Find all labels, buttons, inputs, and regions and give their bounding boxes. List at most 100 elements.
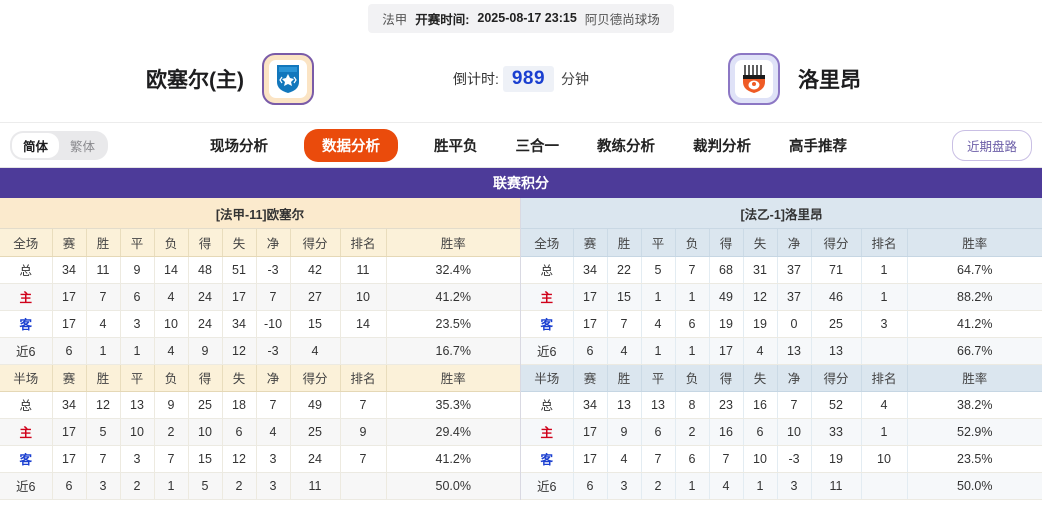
- table-row: 主 17 7 6 4 24 17 7 27 10 41.2%: [0, 283, 520, 311]
- table-cell: 1: [641, 283, 676, 311]
- tab-data-analysis[interactable]: 数据分析: [304, 128, 399, 162]
- row-label: 主: [0, 418, 53, 446]
- table-cell: 7: [256, 391, 291, 419]
- table-cell: -3: [256, 256, 291, 284]
- column-header: 平: [641, 229, 676, 257]
- language-toggle[interactable]: 简体 繁体: [10, 130, 109, 160]
- table-header-row: 半场赛胜平负得失净得分 排名 胜率: [521, 364, 1042, 392]
- row-label: 主: [521, 283, 574, 311]
- lang-simplified[interactable]: 简体: [12, 132, 60, 158]
- table-cell: 24: [188, 283, 223, 311]
- table-cell: 6: [641, 418, 676, 446]
- column-header: 得分: [290, 229, 341, 257]
- away-team-block[interactable]: 洛里昂: [728, 53, 1028, 105]
- table-cell: 23.5%: [386, 310, 520, 338]
- tab-referee-analysis[interactable]: 裁判分析: [693, 138, 752, 155]
- table-cell: 10: [743, 445, 778, 473]
- table-cell: 14: [340, 310, 387, 338]
- table-cell: 23.5%: [907, 445, 1042, 473]
- auxerre-crest: [262, 53, 314, 105]
- table-cell: 37: [777, 283, 812, 311]
- kickoff-label: 开赛时间:: [415, 12, 470, 27]
- home-table-title: [法甲-11]欧塞尔: [0, 198, 520, 229]
- column-header: 得: [188, 229, 223, 257]
- table-cell: 9: [120, 256, 155, 284]
- table-cell: [861, 472, 908, 500]
- column-header: 得分: [811, 364, 862, 392]
- table-row: 近6 6 3 2 1 4 1 3 11 50.0%: [521, 472, 1042, 500]
- tab-live-analysis[interactable]: 现场分析: [210, 138, 269, 155]
- column-header: 排名: [340, 364, 387, 392]
- table-cell: 2: [154, 418, 189, 446]
- table-cell: 4: [641, 310, 676, 338]
- table-cell: 14: [154, 256, 189, 284]
- countdown-label: 倒计时:: [452, 71, 499, 87]
- table-cell: 11: [811, 472, 862, 500]
- scope-header: 半场: [0, 364, 53, 392]
- table-cell: 7: [86, 283, 121, 311]
- away-crest-inner: [735, 60, 773, 98]
- table-cell: 4: [607, 445, 642, 473]
- table-cell: 49: [290, 391, 341, 419]
- table-cell: 17: [709, 337, 744, 365]
- table-cell: 34: [573, 391, 608, 419]
- table-header-row: 全场赛胜平负得失净得分 排名 胜率: [521, 229, 1042, 257]
- tab-three-in-one[interactable]: 三合一: [515, 138, 560, 155]
- lang-traditional[interactable]: 繁体: [70, 139, 96, 154]
- table-cell: 35.3%: [386, 391, 520, 419]
- table-cell: 7: [641, 445, 676, 473]
- table-cell: 68: [709, 256, 744, 284]
- venue-name: 阿贝德尚球场: [584, 12, 660, 27]
- table-row: 客 17 4 3 10 24 34 -10 15 14 23.5%: [0, 310, 520, 338]
- away-table-body: 全场赛胜平负得失净得分 排名 胜率总 34 22 5 7 68 31 37 71 1 64.7% 主 17 1…: [521, 229, 1042, 500]
- column-header: 净: [777, 229, 812, 257]
- column-header: 平: [120, 364, 155, 392]
- table-cell: 7: [154, 445, 189, 473]
- table-cell: 42: [290, 256, 341, 284]
- tab-expert-picks[interactable]: 高手推荐: [789, 138, 848, 155]
- table-cell: 3: [86, 472, 121, 500]
- table-cell: 7: [86, 445, 121, 473]
- home-team-block[interactable]: 欧塞尔(主): [14, 53, 314, 105]
- table-cell: 15: [188, 445, 223, 473]
- table-cell: [861, 337, 908, 365]
- table-cell: 29.4%: [386, 418, 520, 446]
- table-cell: 5: [641, 256, 676, 284]
- recent-odds-button[interactable]: 近期盘路: [951, 129, 1032, 161]
- column-header: 胜: [607, 364, 642, 392]
- home-stats-table: 全场赛胜平负得失净得分 排名 胜率总 34 11 9 14 48 51 -3 42 11 32.4% 主 1…: [0, 229, 520, 500]
- table-cell: 1: [861, 283, 908, 311]
- column-header: 胜率: [907, 364, 1042, 392]
- column-header: 负: [675, 364, 710, 392]
- table-cell: 5: [188, 472, 223, 500]
- table-cell: 18: [222, 391, 257, 419]
- column-header: 胜率: [907, 229, 1042, 257]
- column-header: 负: [154, 364, 189, 392]
- table-cell: 66.7%: [907, 337, 1042, 365]
- table-cell: 33: [811, 418, 862, 446]
- table-cell: 4: [154, 337, 189, 365]
- column-header: 负: [675, 229, 710, 257]
- countdown-unit: 分钟: [561, 71, 590, 87]
- table-cell: 17: [222, 283, 257, 311]
- table-cell: 10: [120, 418, 155, 446]
- table-cell: 1: [641, 337, 676, 365]
- table-cell: 71: [811, 256, 862, 284]
- table-cell: 3: [777, 472, 812, 500]
- column-header: 平: [120, 229, 155, 257]
- column-header: 排名: [861, 364, 908, 392]
- tab-win-draw-loss[interactable]: 胜平负: [434, 138, 478, 155]
- table-cell: 2: [222, 472, 257, 500]
- table-cell: 9: [188, 337, 223, 365]
- league-tag: 法甲: [382, 12, 408, 27]
- table-cell: 4: [709, 472, 744, 500]
- column-header: 得分: [290, 364, 341, 392]
- table-cell: 34: [222, 310, 257, 338]
- table-cell: 5: [86, 418, 121, 446]
- table-cell: 16: [743, 391, 778, 419]
- table-cell: 1: [675, 472, 710, 500]
- table-cell: 2: [675, 418, 710, 446]
- row-label: 客: [521, 310, 574, 338]
- table-cell: 7: [777, 391, 812, 419]
- tab-coach-analysis[interactable]: 教练分析: [597, 138, 656, 155]
